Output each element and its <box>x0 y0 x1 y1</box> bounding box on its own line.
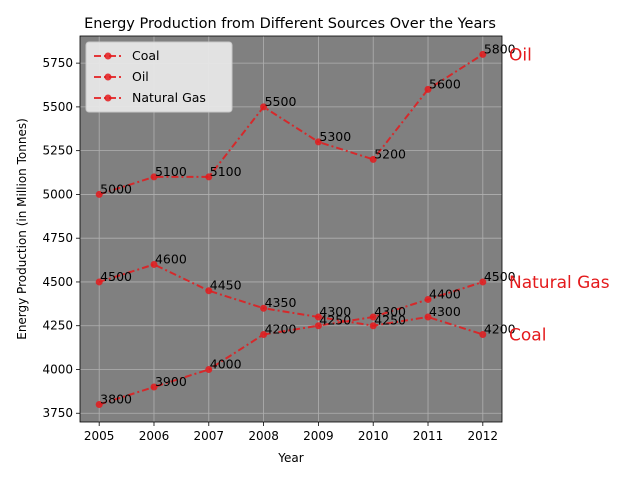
data-label: 3900 <box>155 374 187 389</box>
y-tick-label: 4500 <box>42 275 73 289</box>
data-point <box>260 103 268 111</box>
data-point <box>314 313 322 321</box>
y-tick-label: 3750 <box>42 406 73 420</box>
series-end-label: Coal <box>509 325 546 345</box>
data-point <box>205 173 213 181</box>
data-label: 5200 <box>374 146 406 161</box>
data-point <box>150 173 158 181</box>
x-tick-label: 2006 <box>139 429 170 443</box>
series-end-label: Natural Gas <box>509 273 610 293</box>
plot-frame <box>79 35 503 423</box>
data-point <box>479 50 487 58</box>
y-tick-label: 5250 <box>42 144 73 158</box>
data-point <box>314 322 322 330</box>
data-label: 4500 <box>100 269 132 284</box>
data-point <box>205 287 213 295</box>
legend-item: Coal <box>94 48 160 63</box>
series-end-label: Oil <box>509 45 532 65</box>
data-label: 4300 <box>374 304 406 319</box>
series-natural-gas <box>95 278 487 408</box>
series-oil <box>95 50 487 198</box>
y-tick-label: 5500 <box>42 100 73 114</box>
data-label: 4200 <box>484 321 516 336</box>
data-point <box>424 85 432 93</box>
data-point <box>369 322 377 330</box>
data-point <box>314 138 322 146</box>
x-tick-label: 2008 <box>248 429 279 443</box>
axes: 2005 2006 2007 2008 2009 2010 2011 2012 3750 4000… <box>42 56 498 443</box>
data-point <box>150 260 158 268</box>
x-tick-label: 2011 <box>413 429 444 443</box>
data-label: 5600 <box>429 76 461 91</box>
x-tick-label: 2012 <box>468 429 499 443</box>
legend-item: Oil <box>94 69 149 84</box>
legend-marker <box>104 52 112 60</box>
data-point <box>95 278 103 286</box>
data-label: 5500 <box>265 94 297 109</box>
x-tick-label: 2007 <box>194 429 225 443</box>
data-label: 4200 <box>265 321 297 336</box>
y-tick-label: 5000 <box>42 187 73 201</box>
data-point <box>369 155 377 163</box>
legend-box <box>85 41 233 113</box>
data-point <box>479 330 487 338</box>
series-line <box>98 53 484 196</box>
x-tick-label: 2010 <box>358 429 389 443</box>
data-label: 4300 <box>429 304 461 319</box>
x-tick-label: 2009 <box>303 429 334 443</box>
y-axis-label: Energy Production (in Million Tonnes) <box>15 118 29 340</box>
data-label: 3800 <box>100 391 132 406</box>
data-point <box>95 400 103 408</box>
series-layer <box>95 50 487 408</box>
y-tick-label: 4750 <box>42 231 73 245</box>
data-label: 4250 <box>319 313 351 328</box>
data-label: 5300 <box>319 129 351 144</box>
data-label: 4450 <box>210 278 242 293</box>
data-point <box>424 295 432 303</box>
chart-title: Energy Production from Different Sources… <box>84 16 496 32</box>
data-labels: 45004600445043504300425043004200Coal5000… <box>100 41 610 406</box>
legend-item: Natural Gas <box>94 90 206 105</box>
data-label: 4000 <box>210 356 242 371</box>
data-label: 4600 <box>155 251 187 266</box>
legend-label: Oil <box>132 69 149 84</box>
legend-marker <box>104 94 112 102</box>
data-label: 4300 <box>319 304 351 319</box>
data-point <box>150 383 158 391</box>
y-tick-label: 5750 <box>42 56 73 70</box>
data-point <box>260 304 268 312</box>
data-point <box>479 278 487 286</box>
y-tick-label: 4000 <box>42 362 73 376</box>
data-label: 4350 <box>265 295 297 310</box>
series-coal <box>95 260 487 338</box>
data-label: 5100 <box>210 164 242 179</box>
data-point <box>369 313 377 321</box>
series-line <box>98 263 484 336</box>
data-label: 4250 <box>374 313 406 328</box>
data-point <box>95 190 103 198</box>
legend-label: Coal <box>132 48 160 63</box>
data-point <box>424 313 432 321</box>
x-axis-label: Year <box>277 451 303 465</box>
data-label: 4400 <box>429 286 461 301</box>
data-label: 4500 <box>484 269 516 284</box>
data-point <box>260 330 268 338</box>
legend: Coal Oil Natural Gas <box>85 41 233 113</box>
data-label: 5800 <box>484 41 516 56</box>
legend-marker <box>104 73 112 81</box>
legend-label: Natural Gas <box>132 90 206 105</box>
data-point <box>205 365 213 373</box>
y-tick-label: 4250 <box>42 319 73 333</box>
data-label: 5000 <box>100 181 132 196</box>
x-tick-label: 2005 <box>84 429 115 443</box>
data-label: 5100 <box>155 164 187 179</box>
